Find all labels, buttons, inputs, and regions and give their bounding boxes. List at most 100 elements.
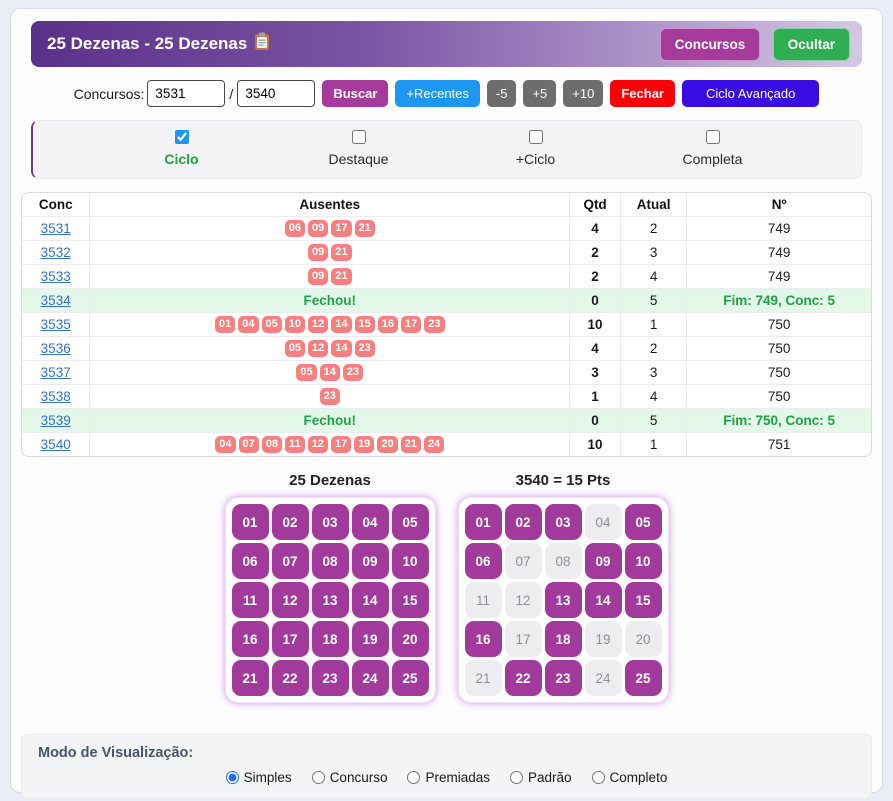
ausentes-cell: 05 12 14 23: [89, 335, 570, 360]
absent-number-badge: 12: [308, 339, 329, 357]
view-mode-option-concurso[interactable]: Concurso: [311, 770, 387, 785]
absent-number-badge: 09: [308, 219, 329, 237]
absent-number-badge: 23: [319, 387, 340, 405]
table-row: 3540 04 07 08 11 12 17 19 20 21 24 10 1 751: [22, 431, 871, 456]
conc-link[interactable]: 3540: [40, 436, 71, 452]
absent-number-badge: 10: [284, 315, 305, 333]
ausentes-cell: Fechou!: [89, 407, 570, 432]
conc-cell: 3533: [22, 263, 90, 288]
page-title: 25 Dezenas - 25 Dezenas: [47, 32, 270, 56]
number-cell-21: 21: [464, 660, 502, 696]
conc-link[interactable]: 3532: [40, 244, 71, 260]
table-row: 3531 06 09 17 21 4 2 749: [22, 215, 871, 240]
absent-number-badge: 04: [238, 315, 259, 333]
conc-cell: 3536: [22, 335, 90, 360]
number-cell-16: 16: [464, 621, 502, 657]
ocultar-button[interactable]: Ocultar: [772, 27, 850, 61]
number-cell-05: 05: [624, 504, 662, 540]
table-row: 3534 Fechou! 0 5 Fim: 749, Conc: 5: [22, 287, 871, 312]
numero-cell: Fim: 749, Conc: 5: [686, 287, 871, 312]
minus-5-button[interactable]: -5: [486, 80, 517, 107]
table-row: 3535 01 04 05 10 12 14 15 16 17 23 10 1 750: [22, 311, 871, 336]
view-mode-option-completo[interactable]: Completo: [591, 770, 667, 785]
conc-link[interactable]: 3537: [40, 364, 71, 380]
qtd-cell: 4: [569, 335, 621, 360]
view-mode-radio-premiadas[interactable]: [407, 771, 421, 784]
view-mode-radio-padro[interactable]: [510, 771, 523, 784]
fechar-button[interactable]: Fechar: [610, 80, 675, 107]
concurso-to-input[interactable]: [237, 80, 316, 107]
table-header-row: Conc Ausentes Qtd Atual Nº: [22, 193, 871, 216]
concursos-button[interactable]: Concursos: [659, 27, 761, 61]
conc-link[interactable]: 3531: [40, 220, 71, 236]
absent-number-badge: 23: [342, 363, 364, 381]
cycle-table: Conc Ausentes Qtd Atual Nº 3531 06 09 17 21 4 2 749…: [22, 193, 871, 456]
conc-cell: 3534: [22, 287, 90, 312]
conc-cell: 3535: [22, 311, 90, 336]
number-cell-11: 11: [231, 582, 269, 618]
table-row: 3532 09 21 2 3 749: [22, 239, 871, 264]
filter-checkbox-ciclo[interactable]: [528, 130, 543, 144]
absent-number-badge: 12: [307, 435, 328, 453]
numero-cell: 750: [686, 383, 871, 408]
conc-link[interactable]: 3536: [40, 340, 71, 356]
column-header-atual: Atual: [620, 193, 687, 216]
numero-cell: Fim: 750, Conc: 5: [686, 407, 871, 432]
view-mode-radio-simples[interactable]: [225, 771, 239, 784]
column-header-qtd: Qtd: [569, 193, 621, 216]
view-mode-radio-concurso[interactable]: [311, 771, 325, 784]
conc-link[interactable]: 3539: [40, 412, 71, 428]
view-mode-option-premiadas[interactable]: Premiadas: [407, 770, 490, 785]
buscar-button[interactable]: Buscar: [322, 80, 389, 107]
view-mode-option-padro[interactable]: Padrão: [510, 770, 572, 785]
filter-checkbox-ciclo[interactable]: [174, 130, 189, 144]
grid-title-right: 3540 = 15 Pts: [515, 472, 611, 489]
recentes-button[interactable]: +Recentes: [395, 80, 480, 107]
number-cell-16: 16: [231, 621, 269, 657]
number-cell-03: 03: [544, 504, 582, 540]
number-cell-21: 21: [231, 660, 269, 696]
ausentes-cell: Fechou!: [89, 287, 570, 312]
absent-badges: 04 07 08 11 12 17 19 20 21 24: [94, 435, 565, 453]
filter-checkbox-completa[interactable]: [705, 130, 720, 144]
filter-label: Ciclo: [164, 151, 199, 167]
number-cell-25: 25: [624, 660, 662, 696]
view-mode-option-simples[interactable]: Simples: [225, 770, 292, 785]
atual-cell: 3: [620, 359, 687, 384]
absent-number-badge: 23: [424, 315, 445, 333]
absent-number-badge: 05: [296, 363, 317, 381]
column-header-n: Nº: [686, 193, 871, 216]
search-controls: Concursos: / Buscar +Recentes -5 +5 +10 …: [21, 67, 872, 118]
number-cell-22: 22: [504, 660, 542, 696]
numero-cell: 749: [686, 239, 871, 264]
absent-badges: 09 21: [94, 243, 565, 261]
absent-number-badge: 08: [261, 435, 283, 453]
absent-number-badge: 24: [423, 435, 445, 453]
number-cell-23: 23: [311, 660, 349, 696]
absent-number-badge: 06: [284, 219, 305, 237]
conc-link[interactable]: 3538: [40, 388, 71, 404]
number-cell-13: 13: [544, 582, 582, 618]
absent-number-badge: 14: [331, 339, 352, 357]
concurso-from-input[interactable]: [147, 80, 226, 107]
absent-number-badge: 17: [331, 219, 352, 237]
view-mode-radio-completo[interactable]: [591, 771, 605, 784]
numero-cell: 749: [686, 263, 871, 288]
conc-link[interactable]: 3534: [40, 292, 71, 308]
number-cell-14: 14: [584, 582, 622, 618]
plus-10-button[interactable]: +10: [563, 80, 604, 107]
table-row: 3538 23 1 4 750: [22, 383, 871, 408]
page-title-text: 25 Dezenas - 25 Dezenas: [47, 34, 248, 53]
plus-5-button[interactable]: +5: [523, 80, 557, 107]
number-cell-15: 15: [624, 582, 662, 618]
filter-item-completa: Completa: [624, 130, 801, 167]
absent-number-badge: 17: [330, 435, 352, 453]
grid-contest-result: 3540 = 15 Pts 01 02 03 04 05 06 07 08 09 10 11 12 13…: [458, 472, 668, 702]
conc-link[interactable]: 3535: [40, 316, 71, 332]
filter-label: Destaque: [328, 151, 389, 167]
conc-link[interactable]: 3533: [40, 268, 71, 284]
ciclo-avancado-button[interactable]: Ciclo Avançado: [682, 80, 820, 107]
number-cell-20: 20: [391, 621, 429, 657]
filter-checkbox-destaque[interactable]: [351, 130, 366, 144]
fechou-label: Fechou!: [303, 292, 357, 308]
